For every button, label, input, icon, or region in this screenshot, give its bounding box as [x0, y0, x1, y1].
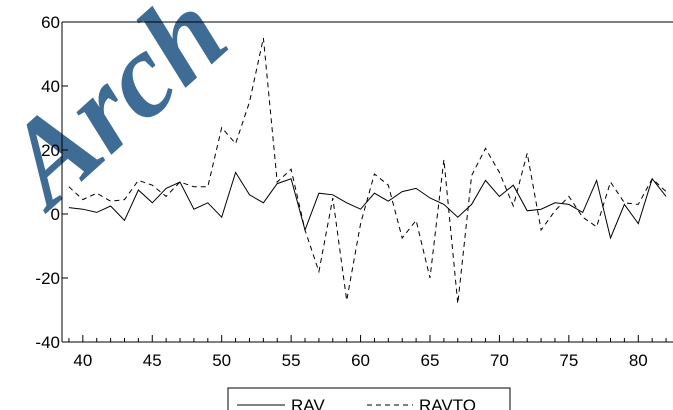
plot-frame: [61, 21, 673, 343]
legend-label-rav: RAV: [291, 396, 325, 410]
x-tick-label: 50: [212, 351, 231, 370]
y-tick-label: 60: [41, 13, 60, 32]
y-tick-label: 20: [41, 141, 60, 160]
x-tick-label: 65: [421, 351, 440, 370]
y-tick-label: -40: [35, 333, 60, 352]
x-tick-label: 80: [629, 351, 648, 370]
y-tick-label: 0: [51, 205, 60, 224]
legend-box: [227, 387, 511, 410]
y-axis-ticks: -40 -20 0 20 40 60: [35, 13, 68, 352]
x-axis-ticks: 40 45 50 55 60 65 70 75 80: [68, 335, 667, 370]
series-line-ravto: [68, 37, 667, 304]
x-tick-label: 60: [351, 351, 370, 370]
x-tick-label: 70: [490, 351, 509, 370]
legend: RAV RAVTO: [227, 387, 511, 410]
series-line-rav: [68, 171, 667, 240]
series-layer: [68, 37, 667, 304]
x-tick-label: 75: [559, 351, 578, 370]
y-tick-label: 40: [41, 77, 60, 96]
y-tick-label: -20: [35, 269, 60, 288]
x-tick-label: 40: [73, 351, 92, 370]
legend-label-ravto: RAVTO: [419, 396, 476, 410]
x-tick-label: 55: [282, 351, 301, 370]
x-tick-label: 45: [143, 351, 162, 370]
